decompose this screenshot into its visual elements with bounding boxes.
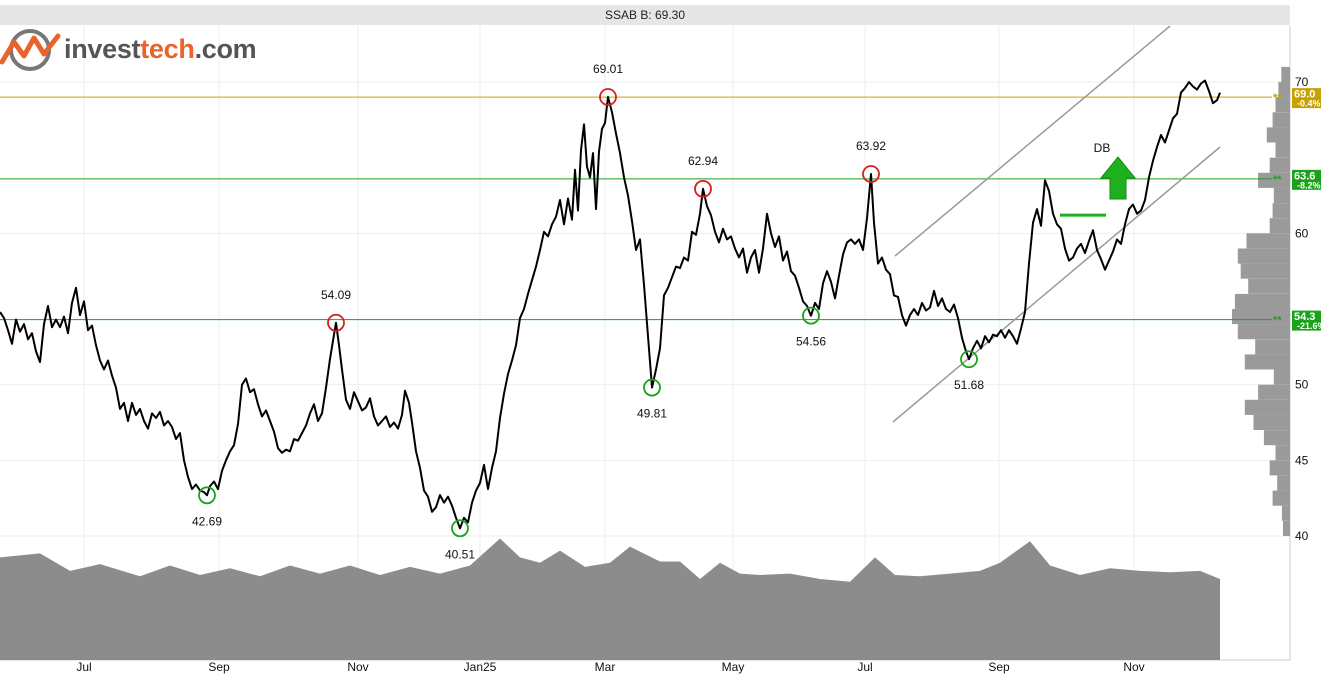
extreme-marker-0 bbox=[198, 486, 216, 505]
level-value-2: 54.3 bbox=[1294, 311, 1315, 323]
x-tick-label-5: May bbox=[722, 660, 745, 674]
x-tick-label-7: Sep bbox=[988, 660, 1010, 674]
axes: Jul Sep Nov Jan25 Mar May Jul Sep Nov 40 45 50 60 70 bbox=[76, 75, 1308, 674]
level-change-2: -21.6% bbox=[1297, 321, 1321, 331]
volume-area-shape bbox=[0, 538, 1220, 660]
volume-profile-bar-22 bbox=[1273, 187, 1290, 203]
trend-channel bbox=[892, 25, 1221, 423]
horizontal-levels: ** 69.0-0.4% ** 63.6-8.2% ** 54.3-21.6% bbox=[0, 88, 1321, 331]
volume-profile-bar-8 bbox=[1244, 399, 1290, 415]
extreme-label-4: 49.81 bbox=[637, 407, 667, 421]
extreme-label-3: 69.01 bbox=[593, 62, 623, 76]
double-bottom-pattern: DB bbox=[1060, 141, 1137, 217]
investtech-logo: investtech.com bbox=[0, 28, 270, 74]
extreme-marker-6 bbox=[802, 306, 820, 325]
extreme-label-8: 51.68 bbox=[954, 378, 984, 392]
volume-profile-bar-5 bbox=[1275, 445, 1290, 461]
logo-text-com: .com bbox=[194, 34, 257, 64]
extreme-marker-5 bbox=[694, 179, 712, 198]
level-stars-2: ** bbox=[1273, 315, 1282, 327]
channel-lower-line bbox=[892, 146, 1221, 423]
pattern-label: DB bbox=[1094, 141, 1111, 155]
volume-profile-bar-17 bbox=[1240, 263, 1290, 279]
extreme-marker-4 bbox=[643, 378, 661, 397]
y-tick-label-0: 40 bbox=[1295, 529, 1309, 543]
level-value-0: 69.0 bbox=[1294, 89, 1315, 101]
logo-mark-icon bbox=[0, 29, 61, 71]
extreme-marker-1 bbox=[327, 313, 345, 332]
volume-profile-bar-14 bbox=[1232, 309, 1290, 325]
channel-upper-line bbox=[894, 25, 1171, 257]
extreme-label-5: 62.94 bbox=[688, 154, 718, 168]
volume-profile-bar-15 bbox=[1234, 293, 1290, 309]
extreme-label-7: 63.92 bbox=[856, 139, 886, 153]
level-stars-1: ** bbox=[1273, 174, 1282, 186]
volume-profile-bar-27 bbox=[1272, 112, 1290, 128]
extreme-marker-2 bbox=[451, 519, 469, 538]
volume-profile-bar-11 bbox=[1244, 354, 1290, 370]
level-badge-2 bbox=[1292, 310, 1321, 331]
volume-profile-bar-13 bbox=[1237, 324, 1290, 340]
volume-profile-bar-9 bbox=[1258, 384, 1290, 400]
volume-profile-bar-30 bbox=[1281, 66, 1290, 82]
x-tick-label-1: Sep bbox=[208, 660, 230, 674]
level-value-1: 63.6 bbox=[1294, 170, 1315, 182]
volume-profile bbox=[1232, 66, 1290, 536]
volume-profile-bar-28 bbox=[1275, 97, 1290, 113]
y-tick-label-4: 70 bbox=[1295, 75, 1309, 89]
volume-profile-bar-1 bbox=[1281, 505, 1290, 521]
volume-profile-bar-0 bbox=[1283, 520, 1290, 536]
extreme-label-2: 40.51 bbox=[445, 547, 475, 561]
x-tick-label-6: Jul bbox=[857, 660, 872, 674]
volume-profile-bar-10 bbox=[1273, 369, 1290, 385]
extreme-label-1: 54.09 bbox=[321, 288, 351, 302]
volume-profile-bar-16 bbox=[1248, 278, 1290, 294]
level-change-1: -8.2% bbox=[1297, 180, 1321, 190]
y-tick-label-2: 50 bbox=[1295, 378, 1309, 392]
volume-profile-bar-7 bbox=[1253, 414, 1290, 430]
volume-profile-bar-29 bbox=[1278, 82, 1290, 98]
volume-profile-bar-24 bbox=[1269, 157, 1290, 173]
extreme-label-0: 42.69 bbox=[192, 514, 222, 528]
level-badge-0 bbox=[1292, 88, 1321, 109]
volume-profile-bar-3 bbox=[1277, 475, 1290, 491]
volume-profile-bar-6 bbox=[1263, 430, 1290, 446]
volume-profile-bar-12 bbox=[1255, 339, 1290, 355]
volume-profile-bar-20 bbox=[1269, 218, 1290, 234]
level-change-0: -0.4% bbox=[1297, 99, 1321, 109]
logo-text: investtech.com bbox=[64, 34, 257, 65]
x-tick-label-4: Mar bbox=[595, 660, 616, 674]
volume-area bbox=[0, 538, 1220, 660]
chart-title: SSAB B: 69.30 bbox=[604, 8, 686, 22]
volume-profile-bar-21 bbox=[1272, 203, 1290, 219]
extreme-label-6: 54.56 bbox=[796, 335, 826, 349]
x-tick-label-0: Jul bbox=[76, 660, 91, 674]
volume-profile-bar-2 bbox=[1272, 490, 1290, 506]
logo-text-invest: invest bbox=[64, 34, 141, 64]
level-badge-1 bbox=[1292, 169, 1321, 190]
x-tick-label-3: Jan25 bbox=[464, 660, 497, 674]
extreme-marker-8 bbox=[960, 350, 978, 369]
volume-profile-bar-26 bbox=[1266, 127, 1290, 143]
title-bar: SSAB B: 69.30 bbox=[0, 5, 1290, 25]
pattern-up-arrow bbox=[1099, 156, 1137, 200]
extreme-marker-3 bbox=[599, 88, 617, 106]
x-tick-label-8: Nov bbox=[1123, 660, 1144, 674]
extreme-markers: 42.69 54.09 40.51 69.01 49.81 62.94 54.56 63.92… bbox=[192, 62, 984, 561]
level-stars-0: ** bbox=[1273, 92, 1282, 104]
volume-profile-bar-4 bbox=[1269, 460, 1290, 476]
volume-profile-bar-25 bbox=[1275, 142, 1290, 158]
extreme-marker-7 bbox=[862, 165, 880, 183]
price-series bbox=[0, 79, 1221, 530]
volume-profile-bar-19 bbox=[1246, 233, 1290, 249]
volume-profile-bar-18 bbox=[1237, 248, 1290, 264]
logo-text-tech: tech bbox=[140, 34, 195, 64]
volume-profile-bar-23 bbox=[1258, 172, 1290, 188]
y-tick-label-3: 60 bbox=[1295, 226, 1309, 240]
price-line bbox=[0, 79, 1221, 530]
y-tick-label-1: 45 bbox=[1295, 453, 1309, 467]
x-tick-label-2: Nov bbox=[347, 660, 368, 674]
